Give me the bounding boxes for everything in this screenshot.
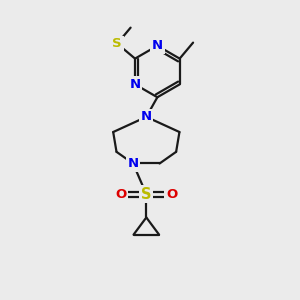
- Text: S: S: [141, 187, 152, 202]
- Text: N: N: [152, 39, 163, 52]
- Text: O: O: [116, 188, 127, 201]
- Text: N: N: [130, 78, 141, 91]
- Text: O: O: [166, 188, 177, 201]
- Text: S: S: [112, 37, 122, 50]
- Text: N: N: [141, 110, 152, 123]
- Text: N: N: [128, 157, 139, 170]
